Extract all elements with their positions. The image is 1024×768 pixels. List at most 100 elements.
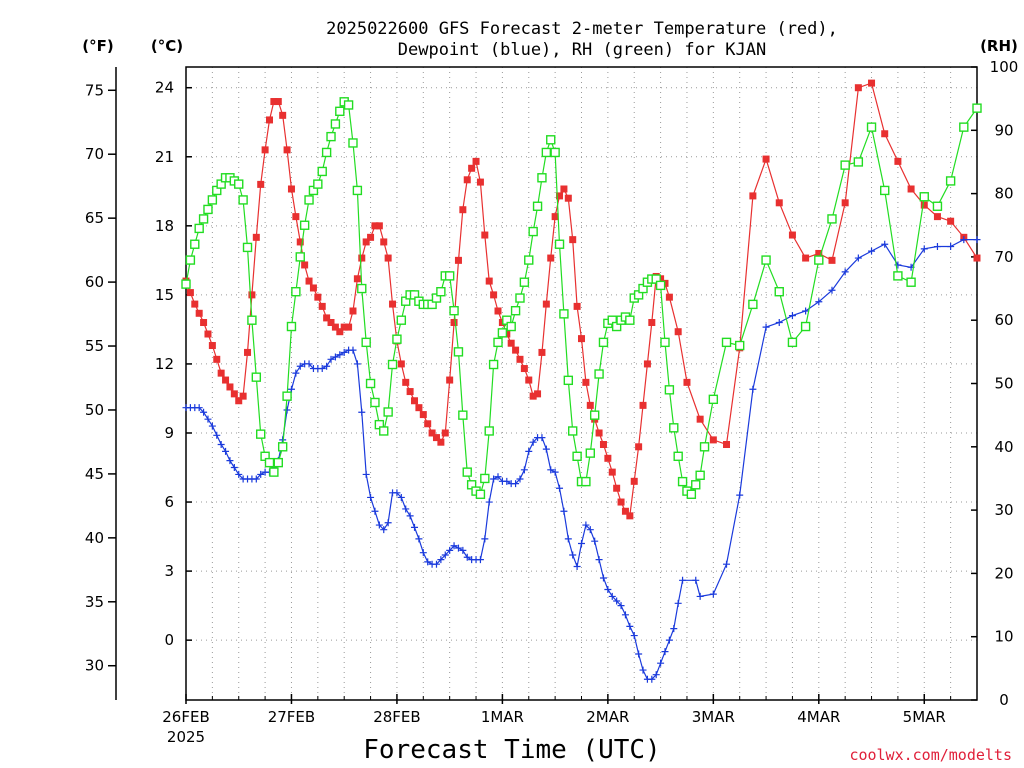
- dewpoint-point: [661, 648, 669, 656]
- rh-point: [572, 451, 582, 461]
- x-tick-label: 5MAR: [903, 708, 946, 726]
- temperature-point: [907, 185, 915, 193]
- dewpoint-point: [608, 592, 616, 600]
- rh-point: [528, 226, 538, 237]
- rh-point: [677, 476, 688, 487]
- dewpoint-point: [960, 236, 968, 244]
- rh-tick-label: 100: [990, 58, 1019, 76]
- series-2-meter-temperature: [182, 79, 981, 520]
- rh-point: [708, 394, 719, 405]
- rh-point: [295, 252, 305, 262]
- temperature-point: [279, 111, 287, 119]
- temperature-point: [217, 369, 225, 377]
- dewpoint-point: [635, 650, 643, 658]
- dewpoint-point: [679, 576, 687, 584]
- rh-point: [282, 391, 292, 401]
- dewpoint-point: [599, 574, 607, 582]
- fahrenheit-unit-label: (°F): [82, 37, 113, 55]
- rh-point: [893, 271, 903, 281]
- temperature-point: [226, 383, 234, 391]
- temperature-point: [411, 397, 419, 405]
- celsius-tick-label: 18: [155, 217, 174, 235]
- dewpoint-point: [292, 369, 300, 377]
- rh-point: [484, 426, 494, 436]
- rh-point: [655, 280, 666, 291]
- temperature-point: [582, 378, 590, 386]
- dewpoint-point: [595, 556, 603, 564]
- dewpoint-point: [670, 625, 678, 633]
- temperature-point: [538, 348, 546, 356]
- rh-point: [774, 287, 784, 297]
- temperature-point: [595, 429, 603, 437]
- rh-point: [242, 242, 253, 253]
- rh-point: [919, 192, 929, 202]
- rh-point: [313, 179, 323, 189]
- temperature-point: [560, 185, 568, 193]
- x-tick-label: 1MAR: [481, 708, 524, 726]
- dewpoint-point: [591, 537, 599, 545]
- rh-point: [488, 359, 499, 370]
- rh-point: [392, 334, 402, 344]
- dewpoint-point: [538, 434, 546, 442]
- rh-point: [264, 457, 275, 468]
- dewpoint-point: [208, 422, 216, 430]
- dewpoint-point: [252, 475, 260, 483]
- rh-point: [787, 337, 798, 348]
- dewpoint-point: [213, 431, 221, 439]
- dewpoint-point: [441, 551, 449, 559]
- temperature-point: [283, 146, 291, 154]
- rh-point: [699, 442, 710, 452]
- rh-point: [827, 214, 837, 224]
- dewpoint-point: [788, 312, 796, 320]
- dewpoint-point: [582, 521, 590, 529]
- temperature-point: [402, 378, 410, 386]
- dewpoint-point: [349, 346, 357, 354]
- temperature-point: [362, 238, 370, 246]
- celsius-tick-label: 15: [155, 286, 174, 304]
- dewpoint-point: [432, 560, 440, 568]
- dewpoint-point: [419, 549, 427, 557]
- temperature-point: [573, 302, 581, 310]
- dewpoint-point: [331, 353, 339, 361]
- temperature-point: [802, 254, 810, 262]
- dewpoint-point: [367, 493, 375, 501]
- rh-point: [972, 103, 982, 113]
- temperature-point: [709, 436, 717, 444]
- temperature-point: [621, 507, 629, 515]
- rh-point: [190, 239, 200, 249]
- rh-point: [510, 306, 521, 316]
- temperature-point: [244, 348, 252, 356]
- temperature-point: [261, 146, 269, 154]
- dewpoint-point: [881, 240, 889, 248]
- rh-point: [343, 100, 354, 110]
- rh-point: [814, 255, 824, 265]
- dewpoint-point: [450, 542, 458, 550]
- dewpoint-point: [490, 475, 498, 483]
- dewpoint-point: [235, 470, 243, 478]
- rh-point: [194, 223, 204, 234]
- dewpoint-point: [569, 551, 577, 559]
- temperature-point: [200, 319, 208, 327]
- rh-point: [462, 467, 472, 477]
- rh-point: [335, 106, 345, 117]
- temperature-point: [265, 116, 273, 124]
- fahrenheit-tick-label: 40: [85, 529, 104, 547]
- x-tick-label: 28FEB: [373, 708, 420, 726]
- dewpoint-point: [529, 438, 537, 446]
- rh-tick-label: 80: [994, 185, 1013, 203]
- temperature-point: [432, 434, 440, 442]
- dewpoint-point: [586, 526, 594, 534]
- x-tick-label: 26FEB: [162, 708, 209, 726]
- dewpoint-point: [652, 671, 660, 679]
- dewpoint-point: [512, 480, 520, 488]
- temperature-point: [854, 84, 862, 92]
- rh-point: [365, 378, 376, 389]
- rh-point: [735, 340, 745, 351]
- rh-point: [515, 293, 525, 303]
- rh-tick-label: 50: [994, 375, 1013, 393]
- temperature-point: [551, 213, 559, 221]
- temperature-point: [617, 498, 625, 506]
- rh-point: [379, 426, 389, 436]
- rh-point: [444, 271, 455, 281]
- rh-point: [853, 157, 864, 167]
